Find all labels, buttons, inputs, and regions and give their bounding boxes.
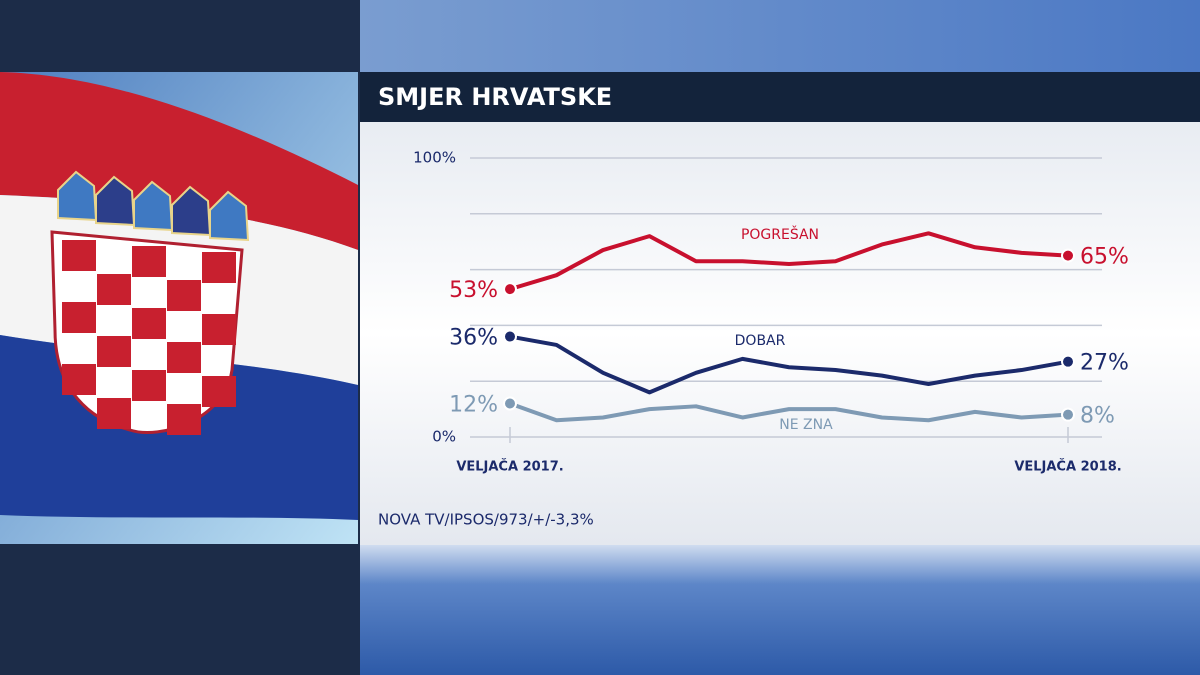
y-tick-label: 0% (432, 428, 456, 446)
shield-square (167, 342, 201, 373)
data-label: 27% (1080, 351, 1129, 376)
data-label: 12% (449, 393, 498, 418)
end-dot (503, 396, 517, 411)
series-name: POGREŠAN (741, 225, 819, 243)
shield-square (132, 246, 166, 277)
shield-square (202, 252, 236, 283)
y-tick-label: 100% (413, 149, 456, 167)
shield-square (167, 280, 201, 311)
shield-square (132, 370, 166, 401)
shield-square (202, 376, 236, 407)
series-line (509, 334, 1069, 395)
chart-title: SMJER HRVATSKE (378, 83, 612, 111)
shield-square (97, 274, 131, 305)
flag (0, 72, 358, 544)
end-dot (503, 329, 517, 344)
shield-square (202, 314, 236, 345)
shield-square (62, 302, 96, 333)
shield-square (97, 398, 131, 429)
end-dot (503, 282, 517, 297)
source: NOVA TV/IPSOS/973/+/-3,3% (378, 511, 594, 529)
shield-square (167, 404, 201, 435)
bottom-band (360, 545, 1200, 675)
shield-square (62, 240, 96, 271)
shield-square (132, 308, 166, 339)
x-tick-label: VELJAČA 2018. (1014, 459, 1121, 475)
title-bar (360, 72, 1200, 122)
crown-piece (209, 190, 250, 242)
data-label: 53% (449, 278, 498, 303)
series-name: NE ZNA (779, 417, 833, 433)
data-label: 65% (1080, 245, 1129, 270)
shield-square (97, 336, 131, 367)
top-band (360, 0, 1200, 72)
series-name: DOBAR (735, 333, 786, 349)
x-tick-label: VELJAČA 2017. (456, 459, 563, 475)
series-line (509, 401, 1069, 423)
end-dot (1061, 407, 1075, 422)
end-dot (1061, 354, 1075, 369)
end-dot (1061, 248, 1075, 263)
chart-panel (360, 122, 1200, 545)
shield-square (62, 364, 96, 395)
data-label: 36% (449, 326, 498, 351)
series-line (509, 231, 1069, 292)
data-label: 8% (1080, 404, 1115, 429)
